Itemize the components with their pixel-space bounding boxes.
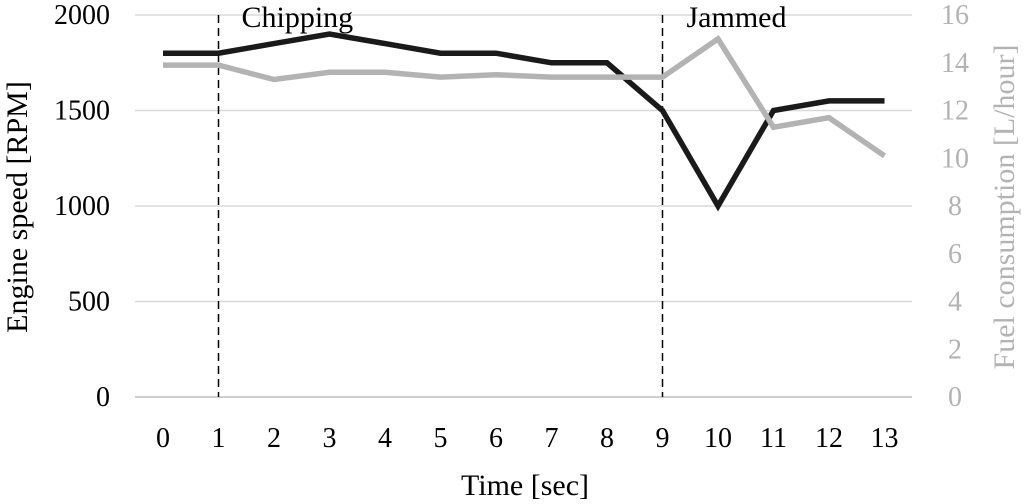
y-tick-label: 1500 xyxy=(54,96,110,127)
y2-axis-title: Fuel consumption [L/hour] xyxy=(988,45,1021,370)
y-tick-label: 0 xyxy=(96,382,110,413)
x-tick-label: 11 xyxy=(760,423,787,454)
y2-tick-label: 10 xyxy=(941,143,969,174)
y-tick-label: 2000 xyxy=(54,0,110,31)
y2-tick-label: 8 xyxy=(948,191,962,222)
event-label: Chipping xyxy=(242,1,354,34)
y2-tick-label: 4 xyxy=(948,287,962,318)
annotations: Chipping Jammed xyxy=(242,1,787,34)
y-tick-label: 1000 xyxy=(54,191,110,222)
x-tick-label: 5 xyxy=(434,423,448,454)
y2-tick-label: 12 xyxy=(941,96,969,127)
y2-tick-label: 0 xyxy=(948,382,962,413)
x-tick-label: 3 xyxy=(323,423,337,454)
y2-tick-label: 6 xyxy=(948,239,962,270)
x-tick-label: 4 xyxy=(378,423,392,454)
engine-speed-line xyxy=(163,31,885,212)
x-axis-title: Time [sec] xyxy=(461,469,589,502)
y2-tick-label: 16 xyxy=(941,0,969,31)
x-tick-label: 10 xyxy=(704,423,732,454)
fuel-consumption-line xyxy=(163,35,887,159)
x-tick-label: 13 xyxy=(871,423,899,454)
x-tick-label: 2 xyxy=(267,423,281,454)
x-tick-label: 0 xyxy=(156,423,170,454)
y-tick-label: 500 xyxy=(68,287,110,318)
x-tick-label: 9 xyxy=(656,423,670,454)
x-tick-label: 1 xyxy=(212,423,226,454)
x-tick-label: 8 xyxy=(600,423,614,454)
y-axis-title: Engine speed [RPM] xyxy=(1,81,34,333)
event-lines xyxy=(217,15,664,397)
series xyxy=(162,31,887,212)
x-tick-label: 12 xyxy=(815,423,843,454)
x-tick-label: 6 xyxy=(489,423,503,454)
x-tick-label: 7 xyxy=(545,423,559,454)
event-label: Jammed xyxy=(687,1,787,34)
y2-tick-label: 2 xyxy=(948,334,962,365)
y2-tick-label: 14 xyxy=(941,48,969,79)
